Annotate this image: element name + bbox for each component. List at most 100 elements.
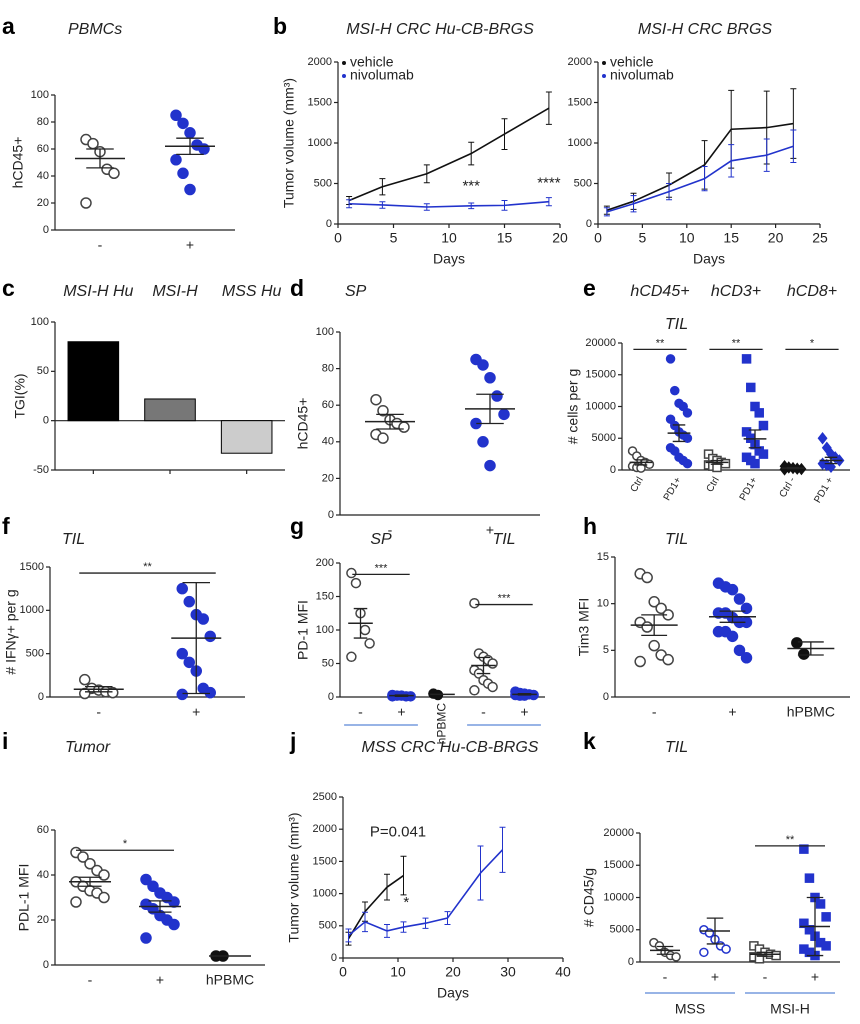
x-tick-label: - xyxy=(763,969,768,985)
panel-title: Tumor xyxy=(65,739,111,756)
point xyxy=(170,154,182,166)
point xyxy=(477,436,489,448)
error-bar xyxy=(641,614,668,637)
y-axis-label: # cells per g xyxy=(565,369,581,444)
y-axis-label: PDL-1 MFI xyxy=(16,864,32,932)
point xyxy=(98,891,110,904)
point xyxy=(140,873,152,886)
point xyxy=(821,912,831,922)
point xyxy=(477,359,489,371)
y-tick-label: 1000 xyxy=(568,137,592,149)
error-bar xyxy=(476,656,491,675)
point xyxy=(726,630,739,643)
point xyxy=(804,925,815,935)
point xyxy=(184,127,196,139)
y-tick-label: 0 xyxy=(331,952,337,964)
error-bar xyxy=(728,144,735,178)
point xyxy=(377,432,389,444)
point xyxy=(641,571,653,584)
point xyxy=(491,390,503,402)
y-tick-label: 0 xyxy=(610,464,616,476)
panel-title: SP xyxy=(345,283,367,300)
group-header: TIL xyxy=(492,531,515,548)
point xyxy=(177,167,189,180)
y-axis-label: # CD45/g xyxy=(581,868,597,927)
y-axis-label: Tim3 MFI xyxy=(576,598,592,657)
point xyxy=(817,432,828,445)
error-bar xyxy=(756,951,774,957)
y-tick-label: 2000 xyxy=(313,823,337,835)
point xyxy=(665,414,676,424)
error-bar xyxy=(376,413,404,430)
point xyxy=(140,932,152,944)
y-tick-label: 20 xyxy=(37,914,49,926)
point xyxy=(699,947,709,958)
point xyxy=(184,183,196,196)
point xyxy=(168,896,180,908)
annotation: **** xyxy=(537,174,561,191)
annotation: *** xyxy=(462,178,480,195)
point xyxy=(648,639,660,652)
point xyxy=(758,420,769,431)
y-tick-label: 100 xyxy=(316,624,334,636)
significance-label: *** xyxy=(498,592,512,604)
y-tick-label: 500 xyxy=(574,177,592,189)
x-tick-label: - xyxy=(388,522,393,538)
x-tick-label: + xyxy=(192,704,200,720)
error-bar xyxy=(656,945,674,955)
x-tick-label: PD1+ xyxy=(662,475,684,503)
x-tick-label: 20 xyxy=(768,230,784,246)
significance-label: * xyxy=(810,337,815,349)
error-bar xyxy=(763,138,770,172)
y-tick-label: 10 xyxy=(597,598,609,610)
y-tick-label: 2000 xyxy=(308,56,332,68)
point xyxy=(484,372,496,384)
point xyxy=(758,449,769,459)
panel-label: h xyxy=(583,513,597,539)
error-bar xyxy=(501,200,508,211)
y-tick-label: 20000 xyxy=(603,827,634,839)
legend-label: vehicle xyxy=(350,54,394,70)
point xyxy=(678,401,688,412)
x-tick-label: + xyxy=(397,704,405,720)
error-bar xyxy=(797,641,824,656)
y-tick-label: -50 xyxy=(33,464,49,476)
point xyxy=(183,656,195,669)
panel-label: d xyxy=(290,275,304,301)
panel-label: b xyxy=(273,13,287,39)
panel-label: j xyxy=(289,728,296,754)
y-tick-label: 80 xyxy=(37,116,49,128)
point xyxy=(80,197,92,209)
category-label: MSI-H Hu xyxy=(63,283,133,300)
legend-marker xyxy=(602,74,606,78)
point xyxy=(682,433,693,443)
y-tick-label: 0 xyxy=(328,691,334,703)
y-tick-label: 20000 xyxy=(585,337,616,349)
x-tick-label: - xyxy=(481,704,486,720)
error-bar xyxy=(468,141,475,166)
point xyxy=(204,630,216,643)
point xyxy=(370,393,382,406)
y-tick-label: 60 xyxy=(37,143,49,155)
point xyxy=(108,167,120,180)
x-tick-label: - xyxy=(358,704,363,720)
y-tick-label: 1000 xyxy=(20,604,44,616)
y-tick-label: 100 xyxy=(316,326,334,338)
x-tick-label: - xyxy=(652,704,657,720)
point xyxy=(204,686,216,699)
point xyxy=(398,421,410,433)
group-header: hCD3+ xyxy=(711,283,761,300)
x-tick-label: - xyxy=(96,704,101,720)
x-tick-label: hPBMC xyxy=(206,972,254,988)
legend-label: nivolumab xyxy=(350,67,414,83)
panel-title: TIL xyxy=(665,739,688,756)
panel-label: g xyxy=(290,513,304,539)
y-tick-label: 40 xyxy=(37,869,49,881)
x-tick-label: 10 xyxy=(679,230,695,246)
x-tick-label: 15 xyxy=(497,230,513,246)
significance-label: *** xyxy=(375,562,389,574)
error-bar xyxy=(346,199,353,209)
point xyxy=(798,648,810,660)
panel-label: k xyxy=(583,728,596,754)
significance-label: ** xyxy=(786,834,795,846)
